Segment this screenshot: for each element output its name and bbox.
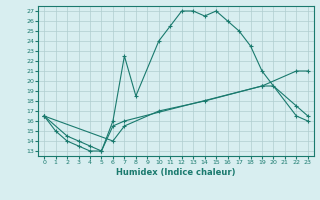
X-axis label: Humidex (Indice chaleur): Humidex (Indice chaleur) [116,168,236,177]
